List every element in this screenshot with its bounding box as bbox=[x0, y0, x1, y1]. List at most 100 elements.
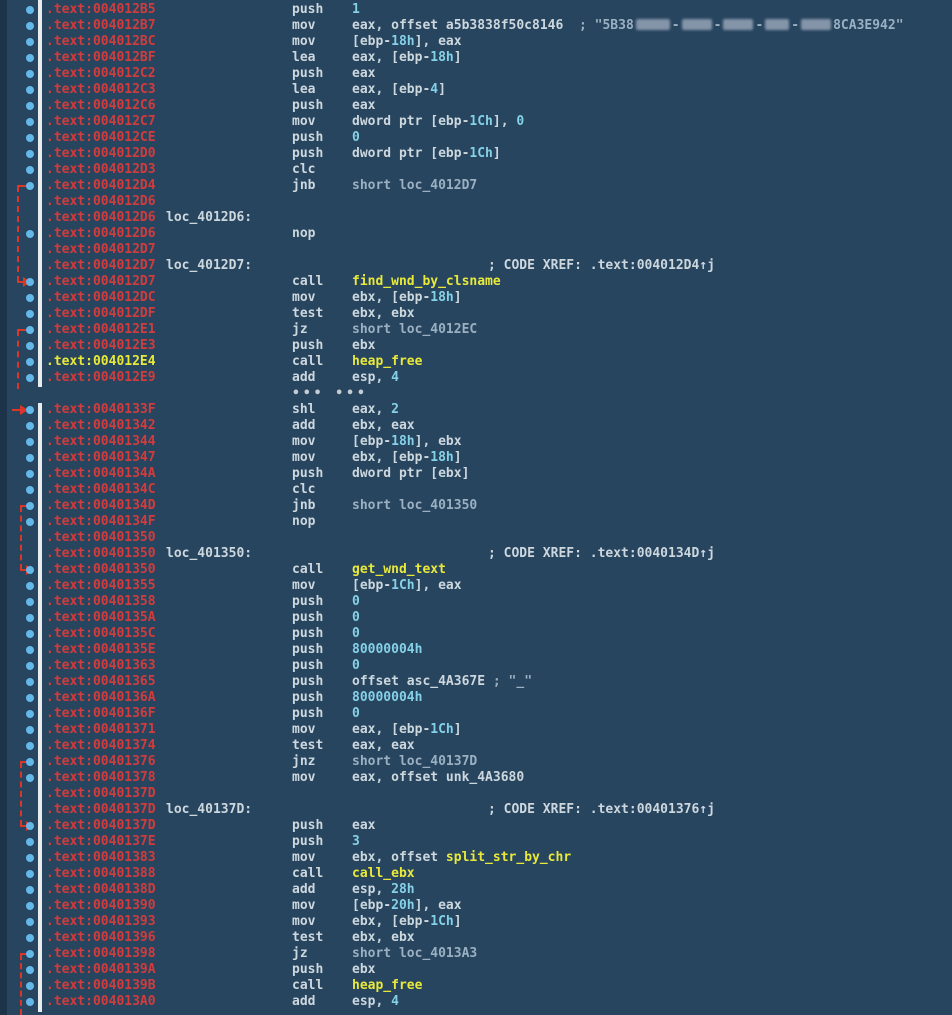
disasm-row[interactable]: .text:004012E3 push ebx bbox=[0, 338, 952, 354]
address-label: .text:004012BC bbox=[46, 34, 156, 49]
disasm-row[interactable]: .text:004012E1 jz short loc_4012EC bbox=[0, 322, 952, 338]
mnemonic: mov bbox=[292, 850, 316, 865]
disasm-row[interactable]: .text:0040138D add esp, 28h bbox=[0, 882, 952, 898]
operands: eax, 2 bbox=[352, 402, 399, 418]
disasm-row[interactable]: .text:004012B5 push 1 bbox=[0, 2, 952, 18]
operands: get_wnd_text bbox=[352, 562, 446, 578]
operand-segment: 4 bbox=[391, 370, 399, 385]
disasm-row[interactable]: .text:004012D7 loc_4012D7: ; CODE XREF: .t… bbox=[0, 258, 952, 274]
disasm-row[interactable]: .text:0040134C clc bbox=[0, 482, 952, 498]
disasm-row[interactable]: .text:004012D7 bbox=[0, 242, 952, 258]
disasm-row[interactable]: .text:0040137D push eax bbox=[0, 818, 952, 834]
operand-segment: ] bbox=[453, 50, 462, 65]
disasm-row[interactable]: .text:00401398 jz short loc_4013A3 bbox=[0, 946, 952, 962]
disasm-row[interactable]: .text:00401350 call get_wnd_text bbox=[0, 562, 952, 578]
disasm-row[interactable]: .text:00401396 test ebx, ebx bbox=[0, 930, 952, 946]
disasm-row[interactable]: .text:00401350 loc_401350: ; CODE XREF: .t… bbox=[0, 546, 952, 562]
disasm-row[interactable]: .text:00401363 push 0 bbox=[0, 658, 952, 674]
disasm-row[interactable]: .text:004012CE push 0 bbox=[0, 130, 952, 146]
disasm-row[interactable]: .text:004012D6 nop bbox=[0, 226, 952, 242]
disasm-row[interactable]: .text:0040135A push 0 bbox=[0, 610, 952, 626]
disasm-row[interactable]: .text:004012C2 push eax bbox=[0, 66, 952, 82]
mnemonic: mov bbox=[292, 434, 316, 449]
location-label: loc_4012D6: bbox=[166, 210, 253, 225]
line-dot-icon bbox=[26, 726, 34, 734]
line-dot-icon bbox=[26, 374, 34, 382]
disasm-row[interactable]: .text:0040135C push 0 bbox=[0, 626, 952, 642]
mnemonic: lea bbox=[292, 50, 316, 65]
line-dot-icon bbox=[26, 406, 34, 414]
disasm-row[interactable]: .text:004012D4 jnb short loc_4012D7 bbox=[0, 178, 952, 194]
disasm-row[interactable]: .text:004012BC mov [ebp-18h], eax bbox=[0, 34, 952, 50]
disasm-row[interactable]: .text:00401365 push offset asc_4A367E ; "_… bbox=[0, 674, 952, 690]
operand-segment: - bbox=[713, 18, 722, 33]
disasm-row[interactable]: .text:004012D7 call find_wnd_by_clsname bbox=[0, 274, 952, 290]
disasm-row[interactable]: .text:00401344 mov [ebp-18h], ebx bbox=[0, 434, 952, 450]
disasm-row[interactable]: .text:00401342 add ebx, eax bbox=[0, 418, 952, 434]
disasm-row[interactable]: .text:0040137D bbox=[0, 786, 952, 802]
mnemonic: call bbox=[292, 562, 324, 577]
disasm-row[interactable]: .text:004012D3 clc bbox=[0, 162, 952, 178]
disasm-row[interactable]: .text:00401383 mov ebx, offset split_str_b… bbox=[0, 850, 952, 866]
disasm-row[interactable]: .text:004012BF lea eax, [ebp-18h] bbox=[0, 50, 952, 66]
operand-segment: - bbox=[671, 18, 680, 33]
operand-segment: 80000004h bbox=[352, 642, 423, 657]
mnemonic: mov bbox=[292, 450, 316, 465]
disasm-row[interactable]: .text:00401376 jnz short loc_40137D bbox=[0, 754, 952, 770]
address-label: .text:004012D7 bbox=[46, 274, 156, 289]
disasm-row[interactable]: .text:0040134A push dword ptr [ebx] bbox=[0, 466, 952, 482]
operand-segment: 20h bbox=[391, 898, 415, 913]
mnemonic: mov bbox=[292, 914, 316, 929]
line-dot-icon bbox=[26, 630, 34, 638]
operand-segment: [ebp- bbox=[352, 434, 392, 449]
disasm-row[interactable]: .text:00401358 push 0 bbox=[0, 594, 952, 610]
disasm-row[interactable]: .text:00401350 bbox=[0, 530, 952, 546]
disasm-row[interactable]: .text:00401390 mov [ebp-20h], eax bbox=[0, 898, 952, 914]
disasm-row[interactable]: .text:004012C7 mov dword ptr [ebp-1Ch], 0 bbox=[0, 114, 952, 130]
operand-segment: ebx, [ebp- bbox=[352, 914, 431, 929]
mnemonic: call bbox=[292, 978, 324, 993]
disasm-row[interactable]: .text:0040139B call heap_free bbox=[0, 978, 952, 994]
disasm-row[interactable]: .text:0040134F nop bbox=[0, 514, 952, 530]
operand-segment: eax, [ebp- bbox=[352, 50, 431, 65]
disasm-row[interactable]: .text:00401374 test eax, eax bbox=[0, 738, 952, 754]
disasm-row[interactable]: .text:0040133F shl eax, 2 bbox=[0, 402, 952, 418]
disasm-row[interactable]: .text:004012C3 lea eax, [ebp-4] bbox=[0, 82, 952, 98]
disasm-row[interactable]: ••• ••• bbox=[0, 386, 952, 402]
operand-segment: eax, offset unk_4A3680 bbox=[352, 770, 525, 785]
disasm-row[interactable]: .text:0040137E push 3 bbox=[0, 834, 952, 850]
disasm-row[interactable]: .text:004012D6 loc_4012D6: bbox=[0, 210, 952, 226]
disasm-row[interactable]: .text:004012DC mov ebx, [ebp-18h] bbox=[0, 290, 952, 306]
operands: eax, offset a5b3838f50c8146 ; "5B38 - - - - 8… bbox=[352, 18, 904, 34]
disasm-row[interactable]: .text:00401355 mov [ebp-1Ch], eax bbox=[0, 578, 952, 594]
address-label: .text:00401358 bbox=[46, 594, 156, 609]
disasm-row[interactable]: .text:0040136F push 0 bbox=[0, 706, 952, 722]
disasm-row[interactable]: .text:004012E4 call heap_free bbox=[0, 354, 952, 370]
disasm-row[interactable]: .text:00401371 mov eax, [ebp-1Ch] bbox=[0, 722, 952, 738]
disasm-row[interactable]: .text:004012DF test ebx, ebx bbox=[0, 306, 952, 322]
disasm-row[interactable]: .text:0040139A push ebx bbox=[0, 962, 952, 978]
disasm-row[interactable]: .text:0040134D jnb short loc_401350 bbox=[0, 498, 952, 514]
disasm-row[interactable]: .text:00401393 mov ebx, [ebp-1Ch] bbox=[0, 914, 952, 930]
disasm-row[interactable]: .text:00401388 call call_ebx bbox=[0, 866, 952, 882]
disasm-row[interactable]: .text:004012C6 push eax bbox=[0, 98, 952, 114]
disasm-row[interactable]: .text:0040135E push 80000004h bbox=[0, 642, 952, 658]
collapsed-block-separator[interactable]: ••• ••• bbox=[292, 386, 368, 401]
line-dot-icon bbox=[26, 518, 34, 526]
disasm-row[interactable]: .text:004012D6 bbox=[0, 194, 952, 210]
disasm-row[interactable]: .text:0040136A push 80000004h bbox=[0, 690, 952, 706]
disasm-row[interactable]: .text:0040137D loc_40137D: ; CODE XREF: .t… bbox=[0, 802, 952, 818]
operands: ebx bbox=[352, 962, 375, 978]
disasm-row[interactable]: .text:00401378 mov eax, offset unk_4A3680 bbox=[0, 770, 952, 786]
operands: short loc_4012EC bbox=[352, 322, 477, 338]
jump-line-icon bbox=[17, 330, 19, 389]
mnemonic: jz bbox=[292, 946, 308, 961]
disasm-row[interactable]: .text:004012E9 add esp, 4 bbox=[0, 370, 952, 386]
disasm-row[interactable]: .text:004012D0 push dword ptr [ebp-1Ch] bbox=[0, 146, 952, 162]
disasm-row[interactable]: .text:00401347 mov ebx, [ebp-18h] bbox=[0, 450, 952, 466]
disasm-row[interactable]: .text:004013A0 add esp, 4 bbox=[0, 994, 952, 1010]
line-dot-icon bbox=[26, 822, 34, 830]
line-dot-icon bbox=[26, 70, 34, 78]
mnemonic: push bbox=[292, 146, 324, 161]
disasm-row[interactable]: .text:004012B7 mov eax, offset a5b3838f50c… bbox=[0, 18, 952, 34]
